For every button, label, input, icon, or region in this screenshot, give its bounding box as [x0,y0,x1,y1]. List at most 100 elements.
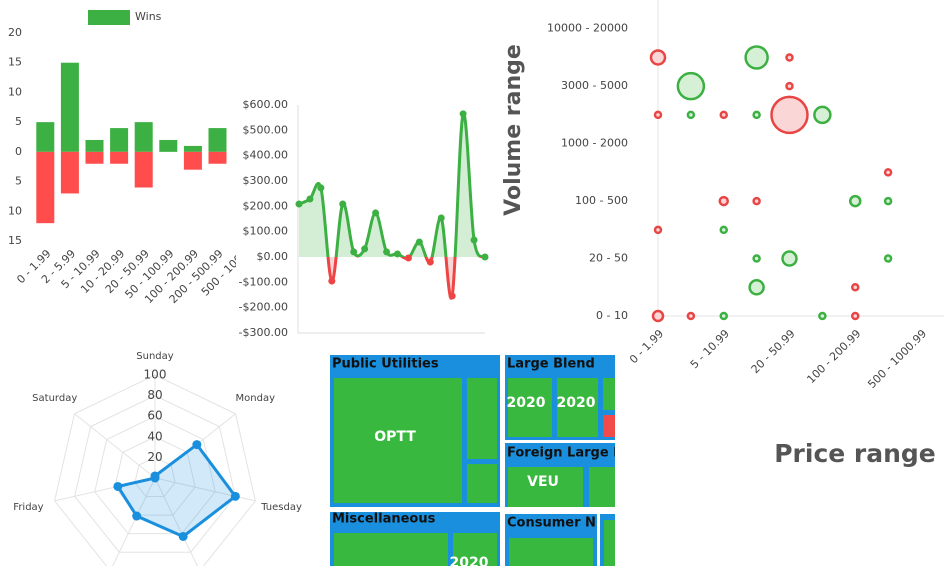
cell-label: 2020 [507,395,546,411]
bubble [653,225,663,235]
treemap-cell [334,378,462,503]
bubble [883,168,893,177]
group-title: Public Utilities [332,357,439,372]
y-tick-label: 5 [15,115,22,128]
bar [208,151,227,164]
y-tick-label: 10 [8,204,22,217]
radar-point [113,481,123,491]
point [426,258,434,266]
bubble [883,254,893,263]
r-tick-label: 80 [147,388,162,402]
point [415,238,423,246]
y-tick-label: $300.00 [243,174,289,187]
bubble [752,110,761,120]
y-tick-label: $400.00 [243,149,289,162]
point [339,200,347,208]
bubble [785,53,794,62]
grid-polygon [74,395,236,553]
bubble [719,225,728,235]
r-tick-label: 60 [147,409,162,423]
y-tick-label: 1000 - 2000 [561,137,628,150]
legend-label: Wins [135,10,162,23]
treemap-cell [604,520,615,566]
y-tick-label: 10 [8,85,22,98]
x-tick-label: 100 - 200.99 [804,327,863,386]
y-tick-label: -$200.00 [239,301,288,314]
point [328,277,336,285]
group-title: Foreign Large B [507,446,623,461]
point [459,110,467,118]
bar [208,128,227,152]
axis-label: Friday [13,502,43,513]
y-tick-label: 0 [15,145,22,158]
radar-area [115,442,238,539]
bubble [770,95,809,135]
bubble [748,279,765,296]
y-tick-label: $100.00 [243,225,289,238]
point [361,245,369,253]
spoke [112,477,156,566]
bar [110,128,129,152]
grid-polygon [134,456,176,498]
treemap-cell [508,467,583,507]
area-chart: -$300.00 -$200.00 -$100.00 $0.00 $100.00 $200… [239,98,489,339]
spoke [74,413,156,479]
y-tick-label: 10000 - 20000 [547,22,628,35]
bar [60,62,79,152]
y-tick-label: 20 - 50 [589,252,628,265]
treemap-cell [557,378,598,437]
radar-point [192,440,202,450]
point [448,292,456,300]
point [372,209,380,217]
x-tick-label: 20 - 50.99 [749,327,798,376]
point [404,254,412,262]
bubble [718,195,729,207]
bubble [719,110,728,120]
radar-point [178,531,188,541]
bubble [850,283,860,292]
radar-point [150,473,160,483]
group-title: Miscellaneous [332,512,436,527]
y-tick-label: -$100.00 [239,275,288,288]
bar [183,151,202,170]
group-title: Large Blend [507,357,595,372]
grid-polygon [54,374,256,566]
point [295,200,303,208]
axis-label: Monday [236,393,276,404]
treemap-cell [509,538,593,566]
bubble [653,110,663,120]
spoke [154,477,198,566]
bubble [818,311,827,321]
y-tick-label: $600.00 [243,98,289,111]
y-tick-label: 15 [8,234,22,247]
bubble [752,254,761,263]
radar-point [132,511,142,521]
bubble [719,311,728,321]
cell-label: VEU [527,474,559,490]
bubble [686,110,696,120]
treemap-cell [467,464,497,503]
bar [85,151,104,164]
axis-label: Saturday [32,393,77,404]
y-tick-label: 20 [8,26,22,39]
x-axis-title: Price range [774,439,936,468]
treemap-cell [508,378,552,437]
treemap-cell [453,533,497,566]
y-tick-label: 0 - 10 [596,309,628,322]
x-tick-label: 5 - 10.99 [688,327,732,371]
cell-label: 2020 [557,395,596,411]
y-axis-title: Volume range [501,44,526,216]
r-tick-label: 100 [144,368,167,382]
bubble [686,311,696,321]
bubble [850,311,860,321]
radar-point [230,491,240,501]
bar [183,145,202,152]
y-tick-label: $0.00 [257,250,289,263]
point [383,248,391,256]
cell-label: 2020 [450,555,489,566]
treemap: Public Utilities OPTT Large Blend 2020 2… [330,355,623,566]
point [350,248,358,256]
y-tick-label: -$300.00 [239,326,288,339]
bubble [883,196,893,206]
